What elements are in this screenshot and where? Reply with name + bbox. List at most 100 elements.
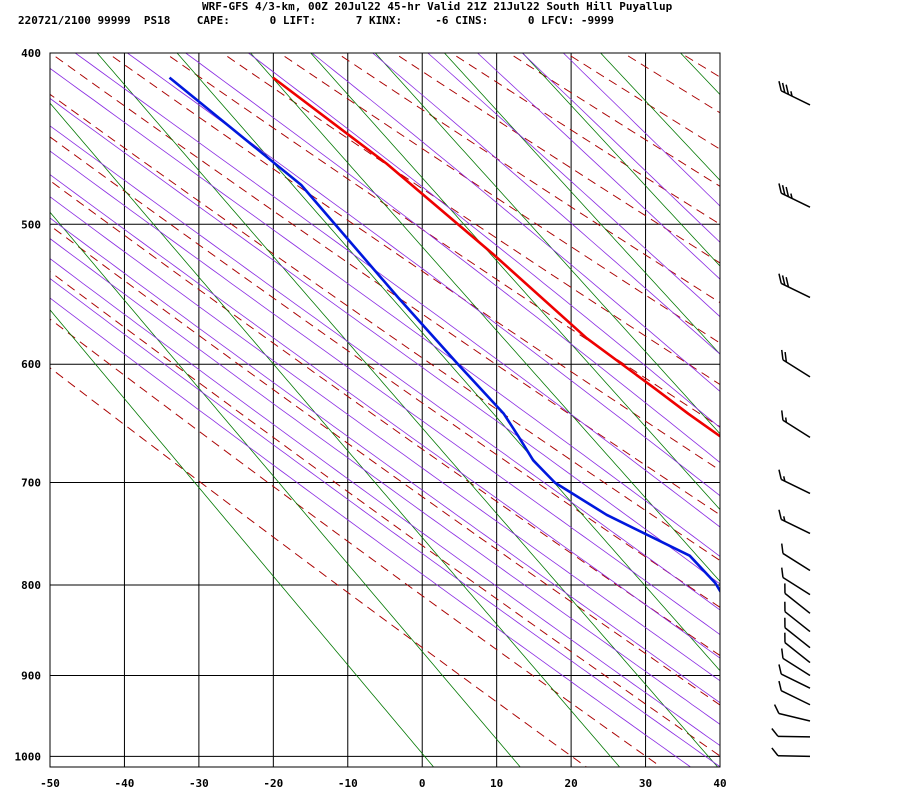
moist-adiabat	[50, 97, 720, 585]
barb-flag-10kt	[778, 509, 782, 520]
moist-adiabat	[50, 258, 720, 747]
x-tick-label: -40	[115, 777, 135, 790]
barb-staff	[780, 478, 811, 495]
dry-adiabat	[50, 53, 720, 516]
dry-adiabat	[50, 367, 588, 767]
mixing-ratio-line	[176, 53, 720, 672]
background-lines	[50, 48, 900, 772]
wind-barb	[778, 273, 811, 299]
dry-adiabat	[507, 53, 720, 187]
barb-staff	[784, 611, 811, 633]
barb-flag-10kt	[778, 81, 782, 92]
moist-adiabat	[50, 150, 720, 636]
wind-barb	[771, 728, 811, 738]
barb-staff	[780, 192, 811, 208]
barb-flag-10kt	[781, 185, 786, 196]
dry-adiabat	[679, 53, 720, 78]
wind-barb	[780, 648, 811, 677]
wind-barb	[780, 567, 811, 596]
mixing-ratio-line	[50, 309, 435, 767]
x-tick-label: -20	[263, 777, 283, 790]
barb-staff	[784, 592, 811, 614]
y-tick-label: 800	[21, 579, 41, 592]
barb-flag-10kt	[781, 275, 786, 286]
x-tick-label: 20	[564, 777, 577, 790]
barb-flag-10kt	[780, 567, 784, 578]
dewpoint-line	[168, 76, 720, 594]
moist-adiabat	[185, 53, 720, 464]
wind-barb	[778, 664, 811, 689]
x-tick-label: -30	[189, 777, 209, 790]
sounding-indices: 220721/2100 99999 PS18 CAPE: 0 LIFT: 7 K…	[18, 14, 615, 27]
wind-barb	[778, 680, 811, 706]
barb-staff	[780, 690, 811, 706]
barb-flag-10kt	[778, 183, 782, 194]
plot-frame	[49, 52, 721, 768]
mixing-ratio-line	[679, 53, 720, 96]
x-axis-ticks: -50 -40 -30 -20 -10 0 10 20 30 40	[40, 777, 727, 790]
barb-flag-10kt	[773, 704, 780, 714]
dry-adiabat	[730, 48, 900, 772]
wind-barb	[778, 81, 811, 106]
barb-flag-10kt	[780, 543, 784, 554]
barb-flag-5kt	[782, 476, 786, 482]
y-tick-label: 900	[21, 669, 41, 682]
dry-adiabat	[50, 271, 720, 757]
moist-adiabat	[50, 125, 720, 611]
barb-staff	[784, 642, 811, 664]
moist-adiabat	[476, 53, 720, 280]
barb-staff	[784, 627, 811, 649]
barb-flag-5kt	[790, 91, 793, 97]
y-tick-label: 500	[21, 218, 41, 231]
moist-adiabat	[74, 53, 720, 528]
barb-flag-10kt	[780, 648, 784, 659]
x-tick-label: 0	[419, 777, 426, 790]
barb-flag-10kt	[785, 277, 790, 288]
mixing-ratio-line	[50, 102, 621, 767]
barb-flag-10kt	[771, 747, 779, 757]
barb-flag-10kt	[785, 186, 790, 197]
barb-staff	[782, 657, 811, 677]
barb-staff	[780, 673, 811, 689]
moist-adiabat	[50, 238, 720, 725]
dry-adiabat	[50, 318, 662, 767]
wind-barb	[784, 617, 811, 649]
mixing-ratio-line	[600, 53, 720, 181]
moist-adiabat	[50, 174, 720, 659]
moist-adiabat	[50, 196, 720, 682]
barb-staff	[780, 90, 811, 106]
barb-staff	[782, 552, 811, 572]
wind-barb	[780, 349, 811, 378]
barb-flag-10kt	[771, 728, 779, 737]
mixing-ratio-line	[310, 53, 720, 511]
moist-adiabat	[50, 297, 692, 767]
dry-adiabat	[844, 48, 900, 772]
barb-staff	[778, 712, 811, 722]
wind-barb	[784, 601, 811, 633]
x-tick-label: 40	[713, 777, 726, 790]
x-tick-label: -10	[338, 777, 358, 790]
mixing-ratio-line	[522, 53, 720, 267]
barb-staff	[777, 755, 811, 758]
dry-adiabat	[787, 48, 900, 772]
wind-barb	[778, 509, 811, 535]
grid-lines	[49, 52, 721, 767]
moist-adiabat	[50, 277, 720, 767]
y-tick-label: 700	[21, 477, 41, 490]
barb-flag-10kt	[778, 469, 782, 480]
y-tick-label: 600	[21, 358, 41, 371]
chart-title: WRF-GFS 4/3-km, 00Z 20Jul22 45-hr Valid …	[202, 0, 673, 13]
barb-staff	[782, 419, 811, 439]
moist-adiabat	[126, 53, 720, 497]
dry-adiabat	[335, 53, 720, 304]
barb-staff	[777, 735, 811, 738]
barb-flag-10kt	[780, 410, 784, 421]
moist-adiabat	[50, 67, 720, 557]
mixing-ratio-line	[374, 53, 720, 435]
wind-barbs	[771, 81, 811, 758]
x-tick-label: 10	[490, 777, 503, 790]
dry-adiabat	[221, 53, 720, 386]
y-axis-ticks: 400 500 600 700 800 900 1000	[15, 47, 42, 763]
temperature-line	[272, 76, 720, 438]
